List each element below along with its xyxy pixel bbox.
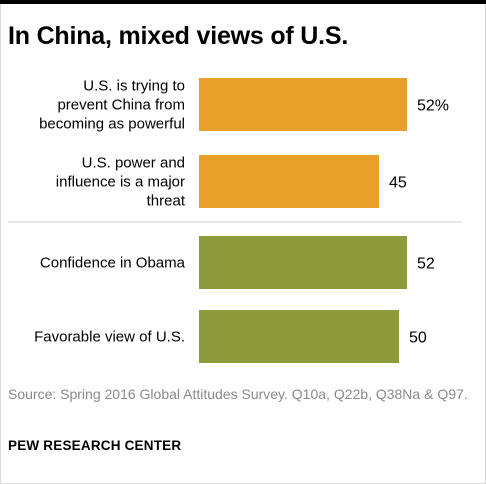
top-rule: [0, 0, 486, 4]
category-label-line: influence is a major: [56, 174, 185, 191]
category-label-line: becoming as powerful: [39, 116, 185, 133]
category-label-line: U.S. power and: [82, 155, 185, 172]
bar-2: [199, 236, 407, 289]
value-label-3: 50: [409, 330, 427, 347]
category-label-line: U.S. is trying to: [83, 78, 185, 95]
category-label-1: U.S. power and influence is a major threat: [56, 155, 186, 210]
chart-title: In China, mixed views of U.S.: [8, 22, 349, 50]
category-label-0: U.S. is trying to prevent China from becom…: [39, 78, 185, 133]
source-note: Source: Spring 2016 Global Attitudes Sur…: [8, 386, 468, 402]
category-label-line: Favorable view of U.S.: [34, 329, 185, 346]
value-label-2: 52: [417, 256, 435, 273]
bar-0: [199, 78, 407, 131]
bar-3: [199, 310, 399, 363]
organization-credit: PEW RESEARCH CENTER: [8, 438, 182, 453]
bar-chart: U.S. is trying to prevent China from becom…: [8, 78, 462, 363]
bar-1: [199, 155, 379, 208]
category-label-line: prevent China from: [57, 97, 185, 114]
value-label-0: 52%: [417, 98, 449, 115]
category-label-line: Confidence in Obama: [40, 255, 186, 272]
value-label-1: 45: [389, 175, 407, 192]
category-label-2: Confidence in Obama: [40, 255, 186, 272]
category-label-line: threat: [147, 193, 186, 210]
category-label-3: Favorable view of U.S.: [34, 329, 185, 346]
